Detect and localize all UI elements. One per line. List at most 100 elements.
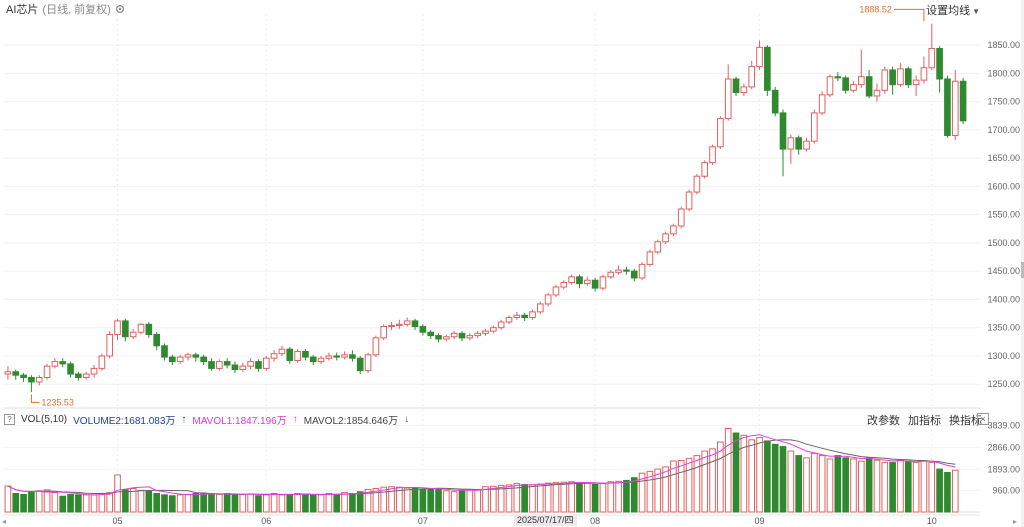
candle-body bbox=[764, 46, 771, 91]
volume-bar bbox=[912, 461, 920, 513]
price-tick-label: 1300.00 bbox=[987, 351, 1020, 361]
volume-bar bbox=[294, 492, 301, 513]
candle-body bbox=[677, 208, 685, 227]
close-panel-button[interactable]: × bbox=[977, 413, 989, 425]
candle-body bbox=[638, 263, 646, 279]
scrollbar[interactable] bbox=[1021, 0, 1024, 527]
volume-bar bbox=[865, 457, 873, 513]
volume-bar bbox=[247, 493, 254, 513]
volume-bar bbox=[192, 492, 200, 513]
volume-bar bbox=[685, 457, 693, 513]
volume-bar bbox=[372, 488, 380, 513]
candle-body bbox=[834, 76, 842, 79]
candle-body bbox=[497, 321, 505, 329]
candle-body bbox=[176, 356, 184, 363]
candle-body bbox=[732, 78, 740, 94]
volume-bar bbox=[286, 493, 294, 513]
candle-body bbox=[818, 94, 826, 114]
volume-bar bbox=[771, 443, 779, 513]
volume-bar bbox=[497, 484, 505, 513]
candle-body bbox=[20, 374, 27, 378]
candle-body bbox=[607, 271, 615, 278]
volume-bar bbox=[662, 466, 669, 513]
candle-body bbox=[850, 84, 857, 91]
gear-icon[interactable] bbox=[115, 4, 125, 14]
candle-body bbox=[137, 323, 145, 333]
volume-bar bbox=[466, 488, 474, 513]
volume-legend: ? VOL(5,10) VOLUME2:1681.083万 ↑ MAVOL1:1… bbox=[4, 412, 410, 427]
candle-body bbox=[450, 332, 458, 338]
volume-bar bbox=[309, 494, 317, 513]
month-label: 07 bbox=[418, 516, 428, 526]
month-label: 05 bbox=[113, 516, 123, 526]
candle-body bbox=[309, 356, 317, 363]
volume-bar bbox=[82, 494, 90, 513]
volume-bar bbox=[184, 493, 192, 513]
volume-bar bbox=[842, 457, 849, 513]
volume-bar bbox=[4, 485, 12, 513]
candle-body bbox=[928, 47, 936, 69]
mavol1-line bbox=[7, 434, 956, 496]
candle-body bbox=[419, 326, 427, 333]
switch-indicator-button[interactable]: 换指标 bbox=[949, 415, 982, 427]
volume-bar bbox=[169, 495, 176, 513]
candle-body bbox=[67, 363, 74, 375]
volume-bar bbox=[43, 489, 51, 513]
candle-body bbox=[106, 333, 114, 357]
volume-bar bbox=[20, 493, 27, 513]
chevron-down-icon: ▼ bbox=[972, 7, 980, 16]
volume-bar bbox=[278, 494, 286, 513]
candle-body bbox=[364, 354, 372, 372]
candle-body bbox=[670, 225, 677, 235]
ma-settings-button[interactable]: 设置均线 ▼ bbox=[926, 2, 980, 18]
low-annotation-leader bbox=[30, 394, 40, 403]
candle-body bbox=[646, 251, 654, 265]
volume-bar bbox=[270, 492, 278, 513]
price-tick-label: 1650.00 bbox=[987, 153, 1020, 163]
candle-body bbox=[842, 77, 849, 91]
volume-bar bbox=[59, 495, 67, 513]
down-arrow-icon: ↓ bbox=[404, 413, 410, 425]
volume-bar bbox=[129, 488, 137, 513]
candle-body bbox=[803, 140, 810, 150]
candle-body bbox=[779, 112, 787, 150]
volume-bar bbox=[161, 494, 168, 513]
volume-value: VOLUME2:1681.083万 bbox=[73, 415, 176, 427]
volume-bar bbox=[920, 460, 928, 513]
candle-body bbox=[443, 336, 450, 340]
volume-bar bbox=[677, 460, 685, 513]
volume-bar bbox=[231, 494, 239, 513]
candle-body bbox=[247, 361, 254, 367]
volume-bar bbox=[419, 488, 427, 513]
add-indicator-button[interactable]: 加指标 bbox=[908, 415, 941, 427]
candle-body bbox=[129, 331, 137, 338]
volume-bar bbox=[380, 486, 388, 513]
volume-bar bbox=[215, 493, 223, 513]
volume-bar bbox=[654, 468, 662, 513]
candle-body bbox=[317, 357, 325, 363]
volume-bar bbox=[513, 483, 521, 513]
candle-body bbox=[857, 76, 865, 86]
help-button[interactable]: ? bbox=[4, 413, 15, 425]
crosshair-date-badge: 2025/07/17/四 bbox=[514, 515, 577, 526]
candle-body bbox=[75, 373, 82, 378]
candle-body bbox=[513, 314, 521, 319]
volume-bar bbox=[223, 492, 231, 513]
volume-bar bbox=[529, 484, 536, 513]
volume-bar bbox=[349, 492, 356, 513]
edit-params-button[interactable]: 改参数 bbox=[867, 415, 900, 427]
candle-body bbox=[427, 331, 435, 337]
volume-bar bbox=[568, 481, 575, 513]
scrollbar-thumb[interactable] bbox=[1021, 262, 1024, 278]
volume-bar bbox=[928, 461, 936, 513]
volume-bar bbox=[474, 488, 481, 513]
candle-body bbox=[169, 356, 176, 363]
volume-panel-buttons: 改参数 加指标 换指标 bbox=[867, 412, 982, 428]
volume-bar bbox=[458, 489, 466, 513]
candle-body bbox=[717, 118, 724, 148]
month-label: 08 bbox=[590, 516, 600, 526]
candle-body bbox=[912, 79, 920, 86]
volume-bar bbox=[740, 434, 748, 513]
candle-body bbox=[51, 361, 59, 367]
